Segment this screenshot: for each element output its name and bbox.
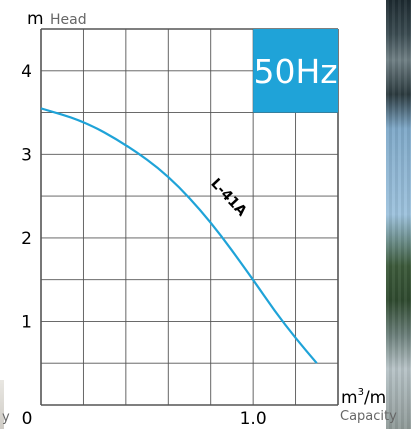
y-axis-unit: m bbox=[27, 9, 44, 29]
x-tick-label: 0 bbox=[22, 409, 33, 429]
x-axis-unit: m3/m bbox=[341, 387, 386, 408]
y-tick-label: 4 bbox=[21, 62, 32, 82]
frequency-badge bbox=[253, 29, 338, 113]
y-axis-name: Head bbox=[50, 12, 87, 28]
series-label: L-41A bbox=[207, 176, 250, 220]
y-tick-labels: 1 2 3 4 bbox=[21, 62, 32, 333]
y-tick-label: 3 bbox=[21, 145, 32, 165]
photo-strip-right bbox=[386, 0, 411, 429]
x-tick-label: 1.0 bbox=[240, 409, 267, 429]
x-unit-main: m bbox=[341, 388, 358, 408]
photo-edge-left bbox=[0, 380, 4, 429]
y-tick-label: 2 bbox=[21, 229, 32, 249]
x-tick-labels: 0 1.0 bbox=[22, 409, 267, 429]
frequency-badge-label: 50Hz bbox=[254, 52, 338, 91]
x-unit-tail: /m bbox=[364, 388, 386, 408]
x-axis-name: Capacity bbox=[340, 409, 397, 424]
x-unit-sup: 3 bbox=[358, 387, 364, 398]
series-line-l41a bbox=[40, 107, 318, 364]
x-axis-name-fragment-left: y bbox=[2, 410, 10, 425]
y-tick-label: 1 bbox=[21, 312, 32, 332]
